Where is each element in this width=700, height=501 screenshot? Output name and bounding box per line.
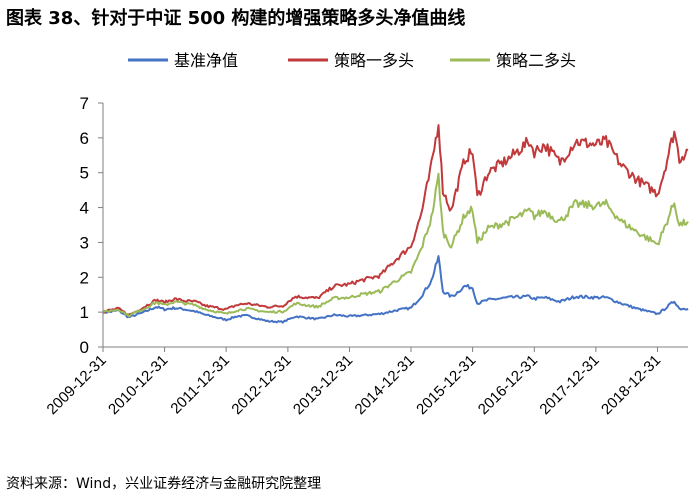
y-tick-label: 4 xyxy=(80,199,89,218)
series-line-1 xyxy=(102,255,689,324)
x-tick-label: 2009-12-31 xyxy=(44,352,110,418)
series-layer xyxy=(102,124,689,324)
y-tick-label: 3 xyxy=(80,233,89,252)
x-tick-label: 2013-12-31 xyxy=(290,352,356,418)
y-ticks: 0 1 2 3 4 5 6 7 xyxy=(80,94,103,357)
y-tick-label: 5 xyxy=(80,164,89,183)
x-tick-label: 2010-12-31 xyxy=(105,352,171,418)
chart-title: 图表 38、针对于中证 500 构建的增强策略多头净值曲线 xyxy=(6,8,466,29)
x-tick-label: 2017-12-31 xyxy=(536,352,602,418)
x-tick-label: 2016-12-31 xyxy=(475,352,541,418)
y-tick-label: 1 xyxy=(80,303,89,322)
y-tick-label: 2 xyxy=(80,268,89,287)
axes xyxy=(102,103,688,348)
x-ticks: 2009-12-312010-12-312011-12-312012-12-31… xyxy=(44,347,664,418)
series-line-2 xyxy=(102,124,689,316)
y-tick-label: 6 xyxy=(80,129,89,148)
legend-label-1: 基准净值 xyxy=(174,51,238,70)
y-tick-label: 0 xyxy=(80,338,89,357)
series-line-3 xyxy=(102,172,689,318)
legend-label-3: 策略二多头 xyxy=(496,51,576,70)
chart-area: 基准净值 策略一多头 策略二多头 0 1 2 3 4 5 6 7 2009-12-312010-1… xyxy=(44,51,689,418)
y-tick-label: 7 xyxy=(80,94,89,113)
legend: 基准净值 策略一多头 策略二多头 xyxy=(128,51,576,70)
x-tick-label: 2012-12-31 xyxy=(228,352,294,418)
x-tick-label: 2014-12-31 xyxy=(352,352,418,418)
x-tick-label: 2011-12-31 xyxy=(167,352,232,417)
legend-label-2: 策略一多头 xyxy=(334,51,414,70)
source-note: 资料来源：Wind，兴业证券经济与金融研究院整理 xyxy=(6,476,322,492)
x-tick-label: 2018-12-31 xyxy=(598,352,664,418)
x-tick-label: 2015-12-31 xyxy=(413,352,479,418)
